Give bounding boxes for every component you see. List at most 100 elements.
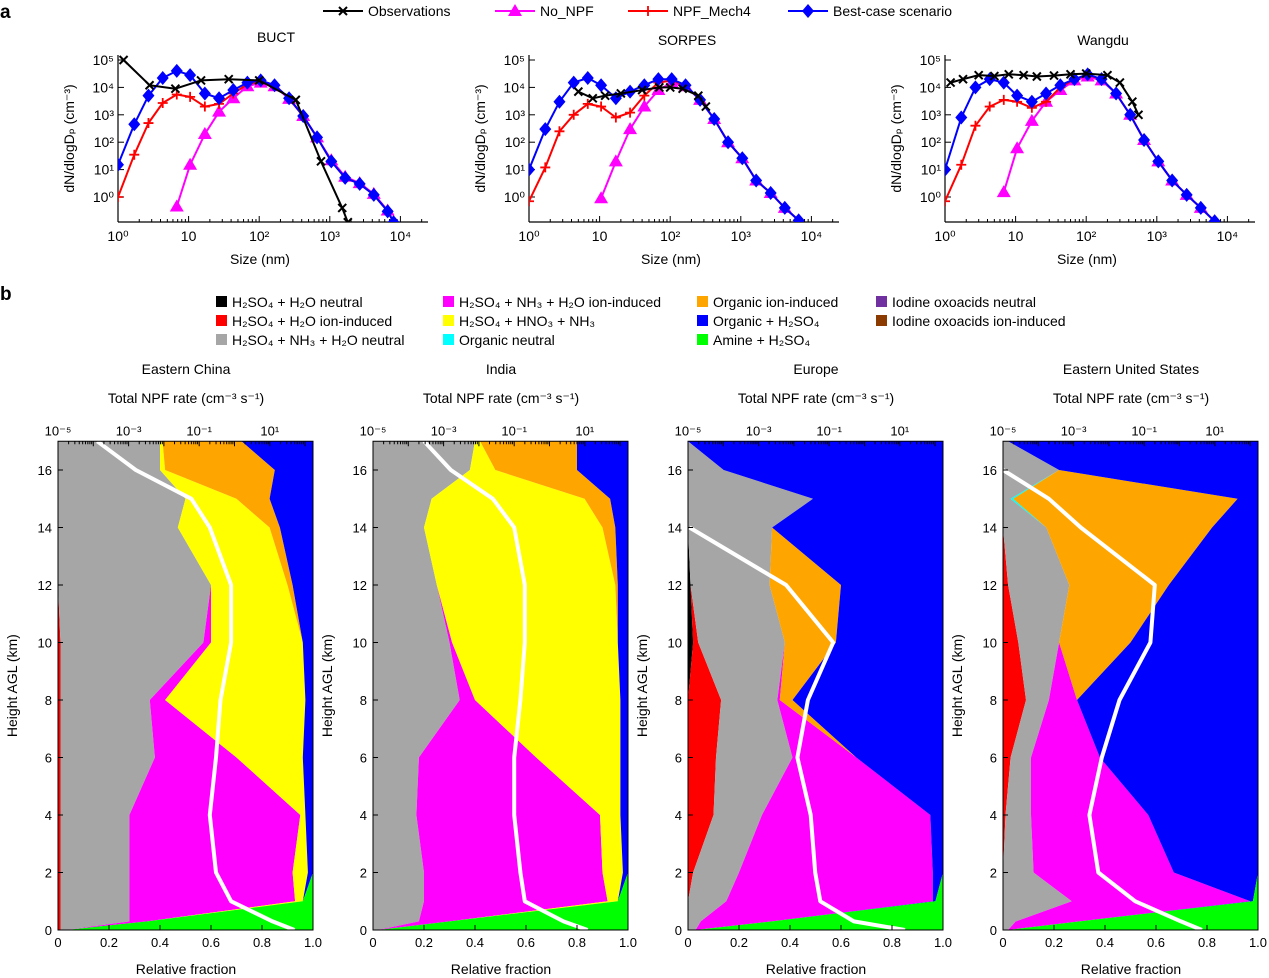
legend-item: Iodine oxoacids neutral: [876, 294, 1036, 310]
plus-marker: [956, 159, 967, 170]
legend-label: H₂SO₄ + HNO₃ + NH₃: [459, 313, 595, 329]
x-tick-label: 0.4: [151, 935, 169, 950]
legend-item: Organic neutral: [443, 332, 555, 348]
vertical-profile-plot-europe: Europe Total NPF rate (cm⁻³ s⁻¹) Relative …: [634, 361, 952, 977]
legend-label: H₂SO₄ + NH₃ + H₂O neutral: [232, 332, 404, 348]
legend-swatch: [697, 315, 708, 326]
plot-title: Europe: [793, 361, 838, 377]
x-marker: [973, 70, 984, 80]
y-tick-label: 4: [360, 808, 367, 823]
x-axis-label: Relative fraction: [1081, 961, 1181, 977]
stacked-area: [378, 441, 628, 930]
x-tick-label: 1.0: [304, 935, 322, 950]
diamond-marker: [539, 122, 552, 137]
x-marker: [254, 75, 264, 86]
y-tick-label: 8: [990, 693, 997, 708]
x-tick-label: 0.8: [568, 935, 586, 950]
y-tick-label: 12: [983, 578, 997, 593]
x-tick-label: 0.4: [781, 935, 799, 950]
triangle-marker: [1010, 141, 1025, 154]
y-tick-label: 0: [990, 923, 997, 938]
x-axis-label: Relative fraction: [451, 961, 551, 977]
x-tick-label: 0: [684, 935, 691, 950]
x-tick-label: 0.6: [832, 935, 850, 950]
diamond-marker: [1040, 86, 1053, 101]
diamond-marker: [367, 187, 380, 202]
x-tick-label: 0.4: [466, 935, 484, 950]
stacked-area: [1003, 441, 1026, 930]
vertical-profile-plot-india: India Total NPF rate (cm⁻³ s⁻¹) Relative f…: [319, 361, 637, 977]
x-tick-label: 0.2: [415, 935, 433, 950]
x-tick-label: 10⁴: [1217, 228, 1239, 244]
x-marker: [945, 77, 956, 88]
y-tick-label: 2: [990, 866, 997, 881]
y-tick-label: 0: [360, 923, 367, 938]
x-tick-label: 0.2: [100, 935, 118, 950]
top-axis-label: Total NPF rate (cm⁻³ s⁻¹): [738, 390, 894, 406]
y-tick-label: 10: [353, 636, 367, 651]
x-tick-label: 10: [592, 228, 608, 244]
plus-marker: [185, 91, 196, 102]
y-tick-label: 12: [38, 578, 52, 593]
x-axis-label: Size (nm): [1057, 251, 1117, 267]
y-tick-label: 4: [990, 808, 997, 823]
plus-marker: [970, 120, 981, 131]
stacked-area: [378, 441, 623, 930]
triangle-marker: [508, 4, 522, 16]
vertical-profile-plot-eastern-china: Eastern China Total NPF rate (cm⁻³ s⁻¹) Re…: [4, 361, 322, 977]
y-tick-label: 16: [38, 463, 52, 478]
top-tick-label: 10⁻³: [746, 423, 772, 438]
x-marker: [144, 80, 155, 90]
legend-label: Organic ion-induced: [713, 294, 838, 310]
diamond-marker: [595, 78, 608, 93]
diamond-marker: [955, 110, 968, 125]
diamond-marker: [339, 170, 352, 185]
y-tick-label: 8: [675, 693, 682, 708]
legend-swatch: [443, 334, 454, 345]
diamond-marker: [268, 78, 281, 93]
triangle-marker: [212, 104, 227, 117]
top-tick-label: 10⁻¹: [501, 423, 527, 438]
total-npf-rate-line: [422, 439, 589, 932]
x-tick-label: 1.0: [934, 935, 952, 950]
legend-item-diamond: Best-case scenario: [788, 3, 952, 19]
diamond-marker: [764, 185, 777, 200]
series-line-diamond: [118, 69, 395, 222]
legend-swatch: [216, 315, 227, 326]
top-tick-label: 10⁻¹: [816, 423, 842, 438]
legend-label: NPF_Mech4: [673, 3, 751, 19]
stacked-area: [378, 441, 623, 930]
top-tick-label: 10¹: [1205, 423, 1224, 438]
y-tick-label: 10⁵: [93, 52, 114, 68]
legend-label: Organic neutral: [459, 332, 555, 348]
diamond-marker: [1208, 214, 1221, 222]
legend-label: H₂SO₄ + NH₃ + H₂O ion-induced: [459, 294, 661, 310]
x-tick-label: 10³: [1147, 228, 1168, 244]
top-tick-label: 10⁻¹: [1131, 423, 1157, 438]
top-axis-label: Total NPF rate (cm⁻³ s⁻¹): [108, 390, 264, 406]
y-tick-label: 4: [45, 808, 52, 823]
series-group: [118, 55, 400, 222]
legend-label: Best-case scenario: [833, 3, 952, 19]
y-tick-label: 10⁴: [919, 79, 941, 95]
legend-item: Organic + H₂SO₄: [697, 313, 820, 329]
legend-item: H₂SO₄ + NH₃ + H₂O neutral: [216, 332, 404, 348]
series-group: [529, 71, 805, 222]
x-marker: [600, 90, 610, 101]
x-marker: [654, 82, 664, 93]
legend-label: Organic + H₂SO₄: [713, 313, 820, 329]
legend-label: Amine + H₂SO₄: [713, 332, 810, 348]
x-marker: [343, 217, 353, 222]
size-distribution-plot-wangdu: Wangdu Size (nm) dN/dlogDₚ (cm⁻³) 10⁰ 10 10² 1…: [888, 32, 1255, 267]
stacked-area: [58, 441, 61, 930]
plot-title: India: [486, 361, 517, 377]
y-tick-label: 16: [353, 463, 367, 478]
panel-label-a: a: [0, 2, 11, 23]
diamond-marker: [736, 151, 749, 166]
y-axis-label: dN/dlogDₚ (cm⁻³): [61, 84, 77, 192]
plus-marker: [199, 101, 210, 112]
y-tick-label: 10¹: [921, 162, 942, 178]
plots: BUCT Size (nm) dN/dlogDₚ (cm⁻³) 10⁰ 10 10² 10³…: [4, 29, 1267, 977]
x-tick-label: 1.0: [619, 935, 637, 950]
x-marker: [1032, 71, 1042, 82]
